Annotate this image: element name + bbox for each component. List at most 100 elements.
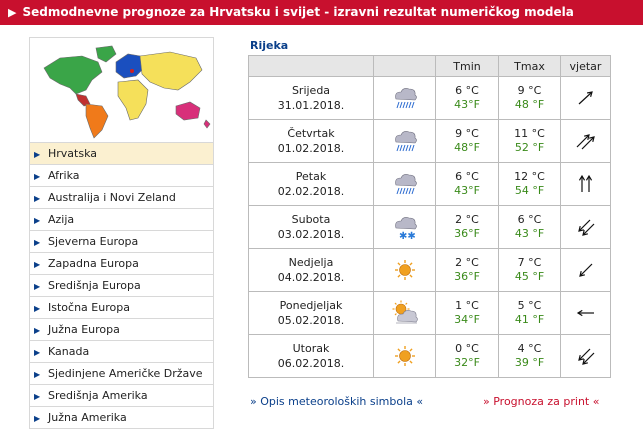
forecast-row: Nedjelja 04.02.2018. 2 °C 36°F 7 °C 45 °F <box>248 248 611 292</box>
day-date: 31.01.2018. <box>277 99 345 112</box>
tmax-celsius: 12 °C <box>514 170 545 183</box>
header-title: Sedmodnevne prognoze za Hrvatsku i svije… <box>22 5 574 19</box>
bullet-icon: ▶ <box>34 304 41 313</box>
region-label: Sjeverna Europa <box>48 235 139 248</box>
day-name: Srijeda <box>291 84 331 97</box>
day-cell: Ponedjeljak 05.02.2018. <box>248 291 374 335</box>
double-arrow-sw-icon <box>561 216 610 238</box>
forecast-row: Ponedjeljak 05.02.2018. 1 °C 34°F 5 °C 41 °F <box>248 291 611 335</box>
region-item[interactable]: ▶ Središnja Amerika <box>30 385 213 407</box>
arrow-sw-icon <box>561 259 610 281</box>
cloud-rain-icon <box>374 127 435 155</box>
tmin-celsius: 9 °C <box>455 127 479 140</box>
region-label: Hrvatska <box>48 147 98 160</box>
tmax-cell: 4 °C 39 °F <box>498 334 561 378</box>
day-name: Petak <box>295 170 327 183</box>
day-date: 01.02.2018. <box>277 142 345 155</box>
tmax-fahrenheit: 48 °F <box>514 98 545 111</box>
forecast-row: Subota 03.02.2018. ✱✱ 2 °C 36°F 6 °C 43 °F <box>248 205 611 249</box>
day-date: 02.02.2018. <box>277 185 345 198</box>
tmin-fahrenheit: 36°F <box>454 270 480 283</box>
region-label: Južna Europa <box>48 323 120 336</box>
tmax-celsius: 4 °C <box>517 342 542 355</box>
double-arrow-sw-icon <box>561 345 610 367</box>
tmin-celsius: 2 °C <box>455 213 479 226</box>
region-label: Australija i Novi Zeland <box>48 191 176 204</box>
world-map[interactable] <box>29 37 214 143</box>
region-item[interactable]: ▶ Južna Amerika <box>30 407 213 429</box>
wind-cell <box>560 76 611 120</box>
day-cell: Nedjelja 04.02.2018. <box>248 248 374 292</box>
bullet-icon: ▶ <box>34 194 41 203</box>
tmin-cell: 6 °C 43°F <box>435 76 499 120</box>
region-label: Sjedinjene Američke Države <box>48 367 203 380</box>
region-label: Središnja Amerika <box>48 389 148 402</box>
forecast-header-row: Tmin Tmax vjetar <box>248 55 611 77</box>
weather-symbol-cell <box>373 119 436 163</box>
wind-cell <box>560 162 611 206</box>
wind-cell <box>560 291 611 335</box>
wind-cell <box>560 205 611 249</box>
wind-cell <box>560 334 611 378</box>
tmax-cell: 12 °C 54 °F <box>498 162 561 206</box>
tmin-fahrenheit: 32°F <box>454 356 480 369</box>
forecast-row: Četvrtak 01.02.2018. 9 °C 48°F 11 °C 52 °F <box>248 119 611 163</box>
bullet-icon: ▶ <box>34 326 41 335</box>
day-cell: Utorak 06.02.2018. <box>248 334 374 378</box>
tmin-cell: 2 °C 36°F <box>435 205 499 249</box>
tmin-celsius: 0 °C <box>455 342 479 355</box>
region-item[interactable]: ▶ Istočna Europa <box>30 297 213 319</box>
bullet-icon: ▶ <box>34 238 41 247</box>
region-item[interactable]: ▶ Središnja Europa <box>30 275 213 297</box>
page-header: ▶ Sedmodnevne prognoze za Hrvatsku i svij… <box>0 0 643 25</box>
bullet-icon: ▶ <box>34 172 41 181</box>
forecast-row: Srijeda 31.01.2018. 6 °C 43°F 9 °C 48 °F <box>248 76 611 120</box>
forecast-table: Tmin Tmax vjetar Srijeda 31.01.2018. 6 °C 4… <box>248 55 611 378</box>
tmax-cell: 7 °C 45 °F <box>498 248 561 292</box>
region-label: Azija <box>48 213 75 226</box>
day-date: 03.02.2018. <box>277 228 345 241</box>
bullet-icon: ▶ <box>34 370 41 379</box>
region-item[interactable]: ▶ Australija i Novi Zeland <box>30 187 213 209</box>
tmax-fahrenheit: 43 °F <box>514 227 545 240</box>
tmin-celsius: 6 °C <box>455 84 479 97</box>
tmin-fahrenheit: 43°F <box>454 184 480 197</box>
arrow-w-icon <box>561 302 610 324</box>
header-arrow-icon: ▶ <box>8 6 17 19</box>
tmax-cell: 11 °C 52 °F <box>498 119 561 163</box>
tmax-celsius: 9 °C <box>517 84 542 97</box>
cloud-snow-icon: ✱✱ <box>374 213 435 241</box>
day-name: Nedjelja <box>288 256 334 269</box>
region-item[interactable]: ▶ Zapadna Europa <box>30 253 213 275</box>
bullet-icon: ▶ <box>34 150 41 159</box>
tmax-celsius: 5 °C <box>517 299 542 312</box>
city-name: Rijeka <box>250 39 289 52</box>
day-cell: Srijeda 31.01.2018. <box>248 76 374 120</box>
region-item[interactable]: ▶ Sjeverna Europa <box>30 231 213 253</box>
region-label: Istočna Europa <box>48 301 130 314</box>
region-item[interactable]: ▶ Sjedinjene Američke Države <box>30 363 213 385</box>
region-label: Središnja Europa <box>48 279 141 292</box>
region-item[interactable]: ▶ Južna Europa <box>30 319 213 341</box>
region-item[interactable]: ▶ Kanada <box>30 341 213 363</box>
tmax-fahrenheit: 52 °F <box>514 141 545 154</box>
day-name: Subota <box>291 213 331 226</box>
day-name: Utorak <box>292 342 330 355</box>
region-item[interactable]: ▶ Hrvatska <box>30 143 213 165</box>
region-item[interactable]: ▶ Azija <box>30 209 213 231</box>
cloud-rain-icon <box>374 84 435 112</box>
print-forecast-link[interactable]: » Prognoza za print « <box>483 395 600 408</box>
header-wind: vjetar <box>560 55 611 77</box>
tmax-cell: 9 °C 48 °F <box>498 76 561 120</box>
sun-icon <box>374 342 435 370</box>
tmin-fahrenheit: 36°F <box>454 227 480 240</box>
tmin-fahrenheit: 48°F <box>454 141 480 154</box>
tmin-cell: 6 °C 43°F <box>435 162 499 206</box>
region-label: Zapadna Europa <box>48 257 139 270</box>
tmax-fahrenheit: 39 °F <box>514 356 545 369</box>
tmin-cell: 1 °C 34°F <box>435 291 499 335</box>
tmax-celsius: 7 °C <box>517 256 542 269</box>
region-item[interactable]: ▶ Afrika <box>30 165 213 187</box>
symbols-description-link[interactable]: » Opis meteoroloških simbola « <box>250 395 424 408</box>
weather-symbol-cell <box>373 162 436 206</box>
